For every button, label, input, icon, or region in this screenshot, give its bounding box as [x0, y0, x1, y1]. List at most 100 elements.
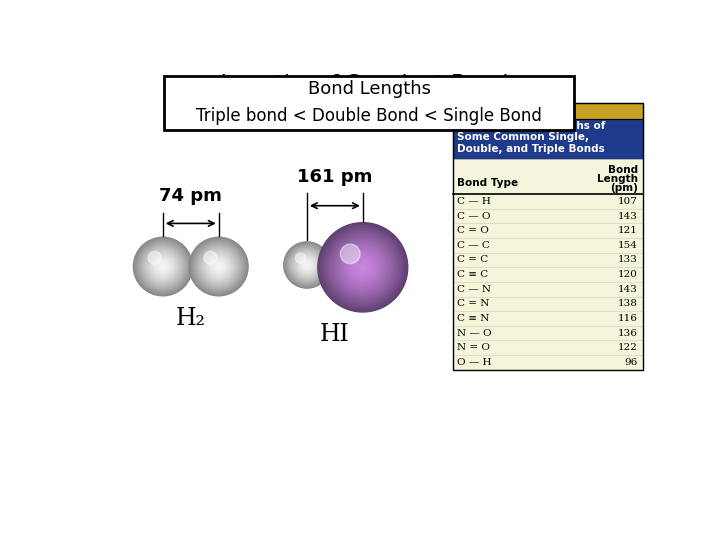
Text: C = N: C = N	[457, 299, 490, 308]
Text: TABLE 9.2: TABLE 9.2	[457, 105, 523, 118]
Circle shape	[195, 243, 242, 290]
Bar	[453, 103, 642, 370]
Circle shape	[209, 257, 228, 276]
Text: C ≡ C: C ≡ C	[457, 270, 489, 279]
Circle shape	[320, 224, 406, 310]
Circle shape	[143, 247, 182, 286]
Circle shape	[150, 254, 176, 279]
Circle shape	[217, 266, 220, 267]
Circle shape	[338, 242, 388, 293]
Circle shape	[354, 258, 372, 276]
Circle shape	[210, 258, 228, 275]
Circle shape	[216, 264, 222, 269]
Circle shape	[292, 249, 323, 280]
Text: C — H: C — H	[457, 197, 491, 206]
Bar	[453, 119, 642, 159]
Circle shape	[148, 251, 161, 264]
Circle shape	[217, 265, 220, 268]
Text: 74 pm: 74 pm	[159, 187, 222, 205]
Circle shape	[343, 248, 382, 287]
Circle shape	[138, 241, 189, 292]
Circle shape	[289, 247, 325, 283]
Circle shape	[306, 264, 307, 266]
Circle shape	[287, 245, 327, 285]
Circle shape	[355, 260, 370, 275]
Circle shape	[336, 240, 390, 294]
Bar	[453, 194, 642, 370]
Circle shape	[147, 251, 179, 282]
Circle shape	[156, 260, 170, 273]
Text: HI: HI	[320, 323, 350, 346]
Text: C — C: C — C	[457, 241, 490, 250]
Circle shape	[146, 250, 179, 283]
Circle shape	[201, 249, 236, 284]
Text: C — N: C — N	[457, 285, 491, 294]
Circle shape	[196, 244, 241, 289]
Circle shape	[341, 245, 385, 289]
Circle shape	[205, 253, 233, 280]
Circle shape	[342, 246, 384, 288]
Circle shape	[135, 238, 192, 295]
Circle shape	[302, 260, 312, 271]
Circle shape	[143, 246, 184, 287]
Text: O — H: O — H	[457, 358, 492, 367]
Circle shape	[155, 259, 171, 274]
Circle shape	[300, 257, 315, 273]
Text: 143: 143	[618, 212, 638, 221]
Circle shape	[293, 251, 321, 279]
Circle shape	[141, 245, 184, 288]
Circle shape	[154, 258, 171, 275]
Text: Bond: Bond	[608, 165, 638, 175]
Text: C ≡ N: C ≡ N	[457, 314, 490, 323]
Text: 116: 116	[618, 314, 638, 323]
Circle shape	[145, 249, 181, 284]
Circle shape	[153, 257, 173, 276]
Circle shape	[296, 254, 318, 276]
Circle shape	[328, 233, 397, 301]
Circle shape	[157, 261, 168, 272]
Circle shape	[339, 244, 387, 291]
Circle shape	[331, 236, 395, 299]
Text: 122: 122	[618, 343, 638, 352]
Circle shape	[161, 265, 165, 268]
Circle shape	[357, 261, 369, 273]
Bar	[163, 76, 575, 130]
Circle shape	[149, 253, 176, 280]
Circle shape	[192, 239, 246, 294]
Circle shape	[208, 256, 230, 277]
Text: 120: 120	[618, 270, 638, 279]
Circle shape	[304, 262, 310, 268]
Circle shape	[202, 250, 235, 283]
Circle shape	[294, 253, 320, 278]
Circle shape	[139, 243, 186, 290]
Circle shape	[286, 244, 328, 286]
Text: Average Bond Lengths of: Average Bond Lengths of	[457, 120, 606, 131]
Circle shape	[292, 251, 322, 280]
Circle shape	[334, 239, 391, 295]
Circle shape	[302, 260, 312, 269]
Circle shape	[140, 244, 186, 289]
Circle shape	[135, 239, 190, 294]
Circle shape	[305, 262, 310, 267]
Circle shape	[194, 242, 243, 291]
Circle shape	[151, 255, 175, 278]
Circle shape	[290, 248, 324, 282]
Circle shape	[160, 264, 166, 269]
Text: 143: 143	[618, 285, 638, 294]
Circle shape	[144, 248, 181, 285]
Circle shape	[206, 254, 231, 279]
Circle shape	[192, 240, 245, 293]
Circle shape	[203, 251, 234, 282]
Circle shape	[284, 242, 330, 287]
Text: C — O: C — O	[457, 212, 491, 221]
Text: 154: 154	[618, 241, 638, 250]
Text: 9.4: 9.4	[614, 110, 640, 127]
Circle shape	[301, 259, 313, 271]
Circle shape	[136, 240, 189, 293]
Text: N = O: N = O	[457, 343, 490, 352]
Circle shape	[318, 222, 408, 312]
Circle shape	[284, 242, 330, 288]
Circle shape	[303, 261, 311, 269]
Circle shape	[297, 256, 316, 274]
Text: 121: 121	[618, 226, 638, 235]
